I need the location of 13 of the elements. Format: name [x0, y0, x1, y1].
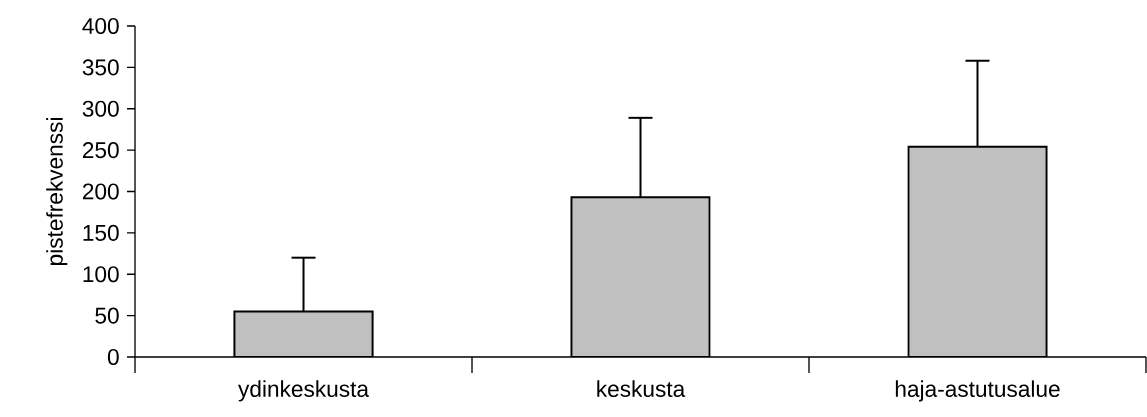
- y-tick-label: 50: [95, 307, 119, 324]
- y-tick-label: 250: [82, 142, 119, 159]
- x-tick-label: haja-astutusalue: [895, 380, 1060, 402]
- y-tick-label: 200: [82, 183, 119, 200]
- y-tick-label: 0: [107, 348, 119, 366]
- y-tick-label: 150: [83, 224, 119, 241]
- y-tick-label: 400: [82, 17, 119, 35]
- x-tick-label: keskusta: [597, 380, 686, 398]
- y-axis-title: pistefrekvenssi: [46, 118, 68, 265]
- x-tick-label: ydinkeskusta: [238, 380, 370, 402]
- y-tick-label: 100: [83, 266, 119, 283]
- y-tick-label: 300: [82, 100, 119, 117]
- y-tick-label: 350: [82, 59, 119, 76]
